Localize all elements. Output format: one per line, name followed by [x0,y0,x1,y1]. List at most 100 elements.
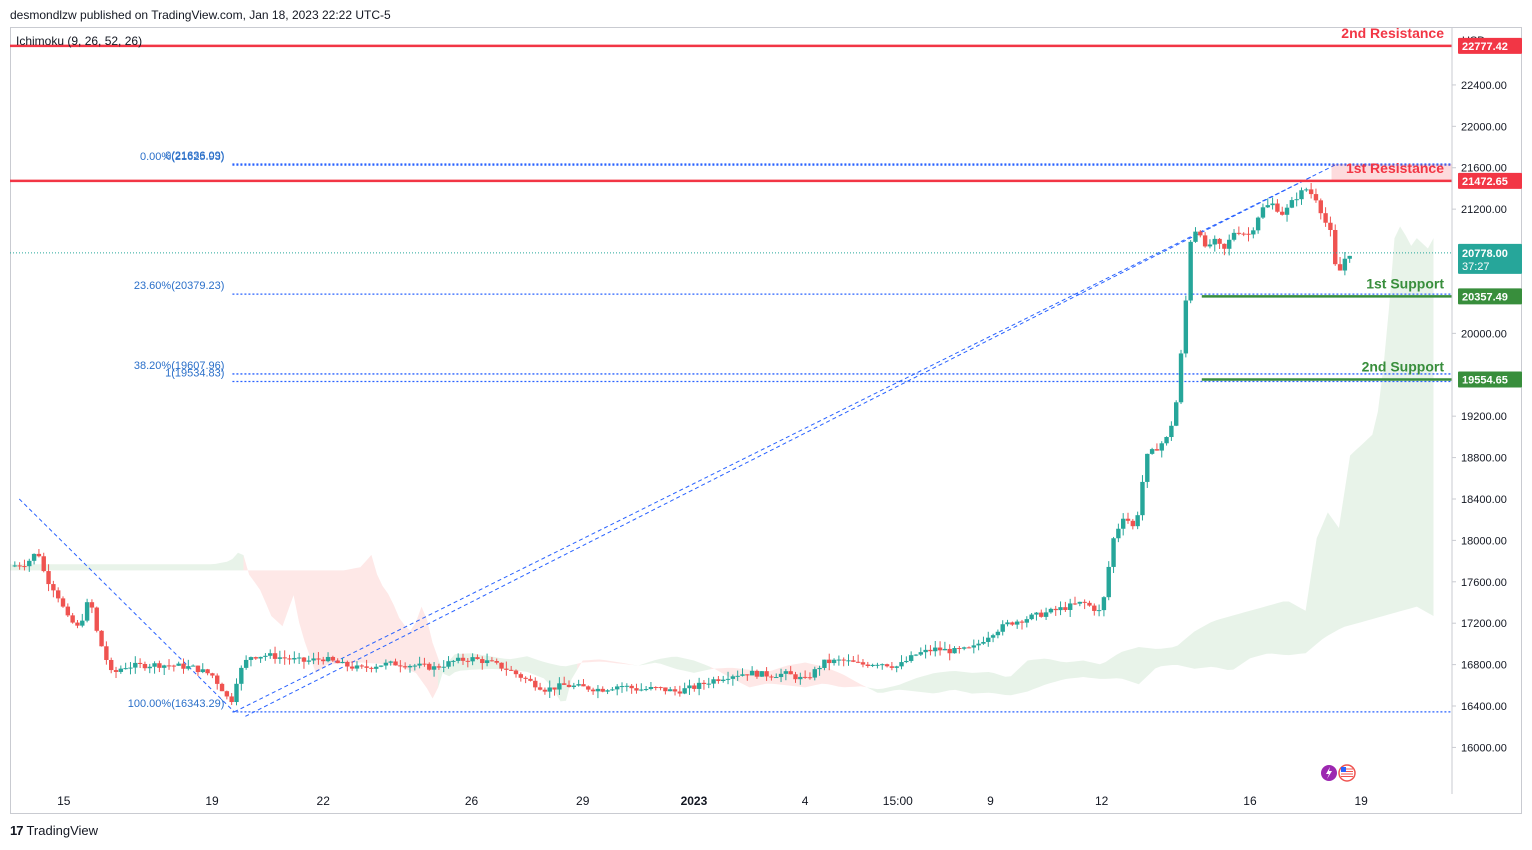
candle [528,675,533,682]
candle-body [1082,601,1087,603]
candle [388,660,393,666]
candle-body [1024,619,1030,623]
level-price-badge [1458,37,1522,54]
candle-body [749,670,755,676]
candle-body [422,663,427,665]
candle [417,656,422,669]
price-tick-label: 16800.00 [1461,660,1507,672]
candle [1063,601,1068,612]
candle [80,613,85,628]
candle-body [513,670,519,675]
candle-body [12,565,18,567]
price-tick-label: 22400.00 [1461,80,1507,92]
candle-body [1149,449,1155,454]
candle-body [798,676,803,680]
candle-body [769,676,774,678]
event-icons[interactable] [1321,764,1356,782]
candle-body [162,665,167,668]
candle [1217,238,1222,249]
candle [1174,400,1179,427]
candle-body [807,677,813,679]
candle-body [128,667,133,669]
candle [542,687,548,695]
candle-body [1087,602,1092,606]
candle [1096,604,1102,617]
candle-body [542,689,548,692]
candle-body [904,660,909,663]
candle-body [1270,203,1275,206]
candle [586,685,591,692]
candle-body [851,660,856,662]
candle [624,683,630,692]
candle-body [176,663,181,666]
candle [1227,234,1232,256]
candle [952,646,957,654]
candle-body [860,662,866,665]
candle-body [639,689,644,691]
candle-body [1101,597,1107,611]
candle [1299,187,1304,205]
candle [219,682,225,692]
fib-extension-line[interactable] [234,163,1338,713]
candle-body [157,663,162,668]
candle [590,687,596,695]
candle [407,664,413,673]
time-tick-label: 22 [317,794,331,808]
candle-body [123,668,128,670]
candle-body [489,660,495,662]
candle-body [696,682,702,689]
candle [147,663,152,674]
candle [427,662,432,671]
candle [576,679,581,687]
candle [547,680,552,698]
candle-body [1251,230,1256,235]
footer-brand[interactable]: 17 TradingView [10,823,98,838]
ichimoku-cloud-segment [10,552,244,571]
candle-body [186,666,191,669]
candle-body [1333,229,1338,265]
candle-body [470,657,475,662]
candle-body [229,696,234,703]
time-tick-label: 2023 [681,794,708,808]
candle-body [311,658,316,661]
candle-body [855,661,861,663]
candle-body [219,683,225,692]
resistance-zone [1331,164,1452,181]
candle [460,653,466,665]
candle-body [301,657,307,662]
candle-body [248,657,254,660]
candle-body [436,666,442,668]
candle-body [725,678,731,680]
candle-body [1304,189,1309,191]
candle [55,587,61,603]
candle [200,663,205,674]
fib-trend-line[interactable] [18,498,235,713]
candle [571,682,577,690]
candle [422,657,427,667]
candle [754,669,760,679]
candle-body [55,590,61,599]
candle-body [692,685,697,689]
candle-body [933,647,938,652]
level-name-label: 2nd Resistance [1341,25,1444,41]
flag-canton [1341,767,1346,772]
candle [282,650,287,665]
fib-level-label: 38.20%(19607.96) [134,360,225,372]
candle [41,552,46,573]
candle-body [480,659,485,664]
candle [94,606,99,633]
candle-body [215,675,220,684]
candle-body [590,689,596,692]
candle-body [884,664,890,667]
candle [75,620,80,629]
fib-extension-line[interactable] [245,175,1314,717]
candle-body [1323,213,1328,223]
candle [1159,441,1164,458]
candle [841,657,846,667]
candle-body [210,673,215,676]
level-price-badge [1458,288,1522,305]
candle-body [1299,190,1304,200]
candle-body [928,649,933,652]
candle [157,660,162,673]
